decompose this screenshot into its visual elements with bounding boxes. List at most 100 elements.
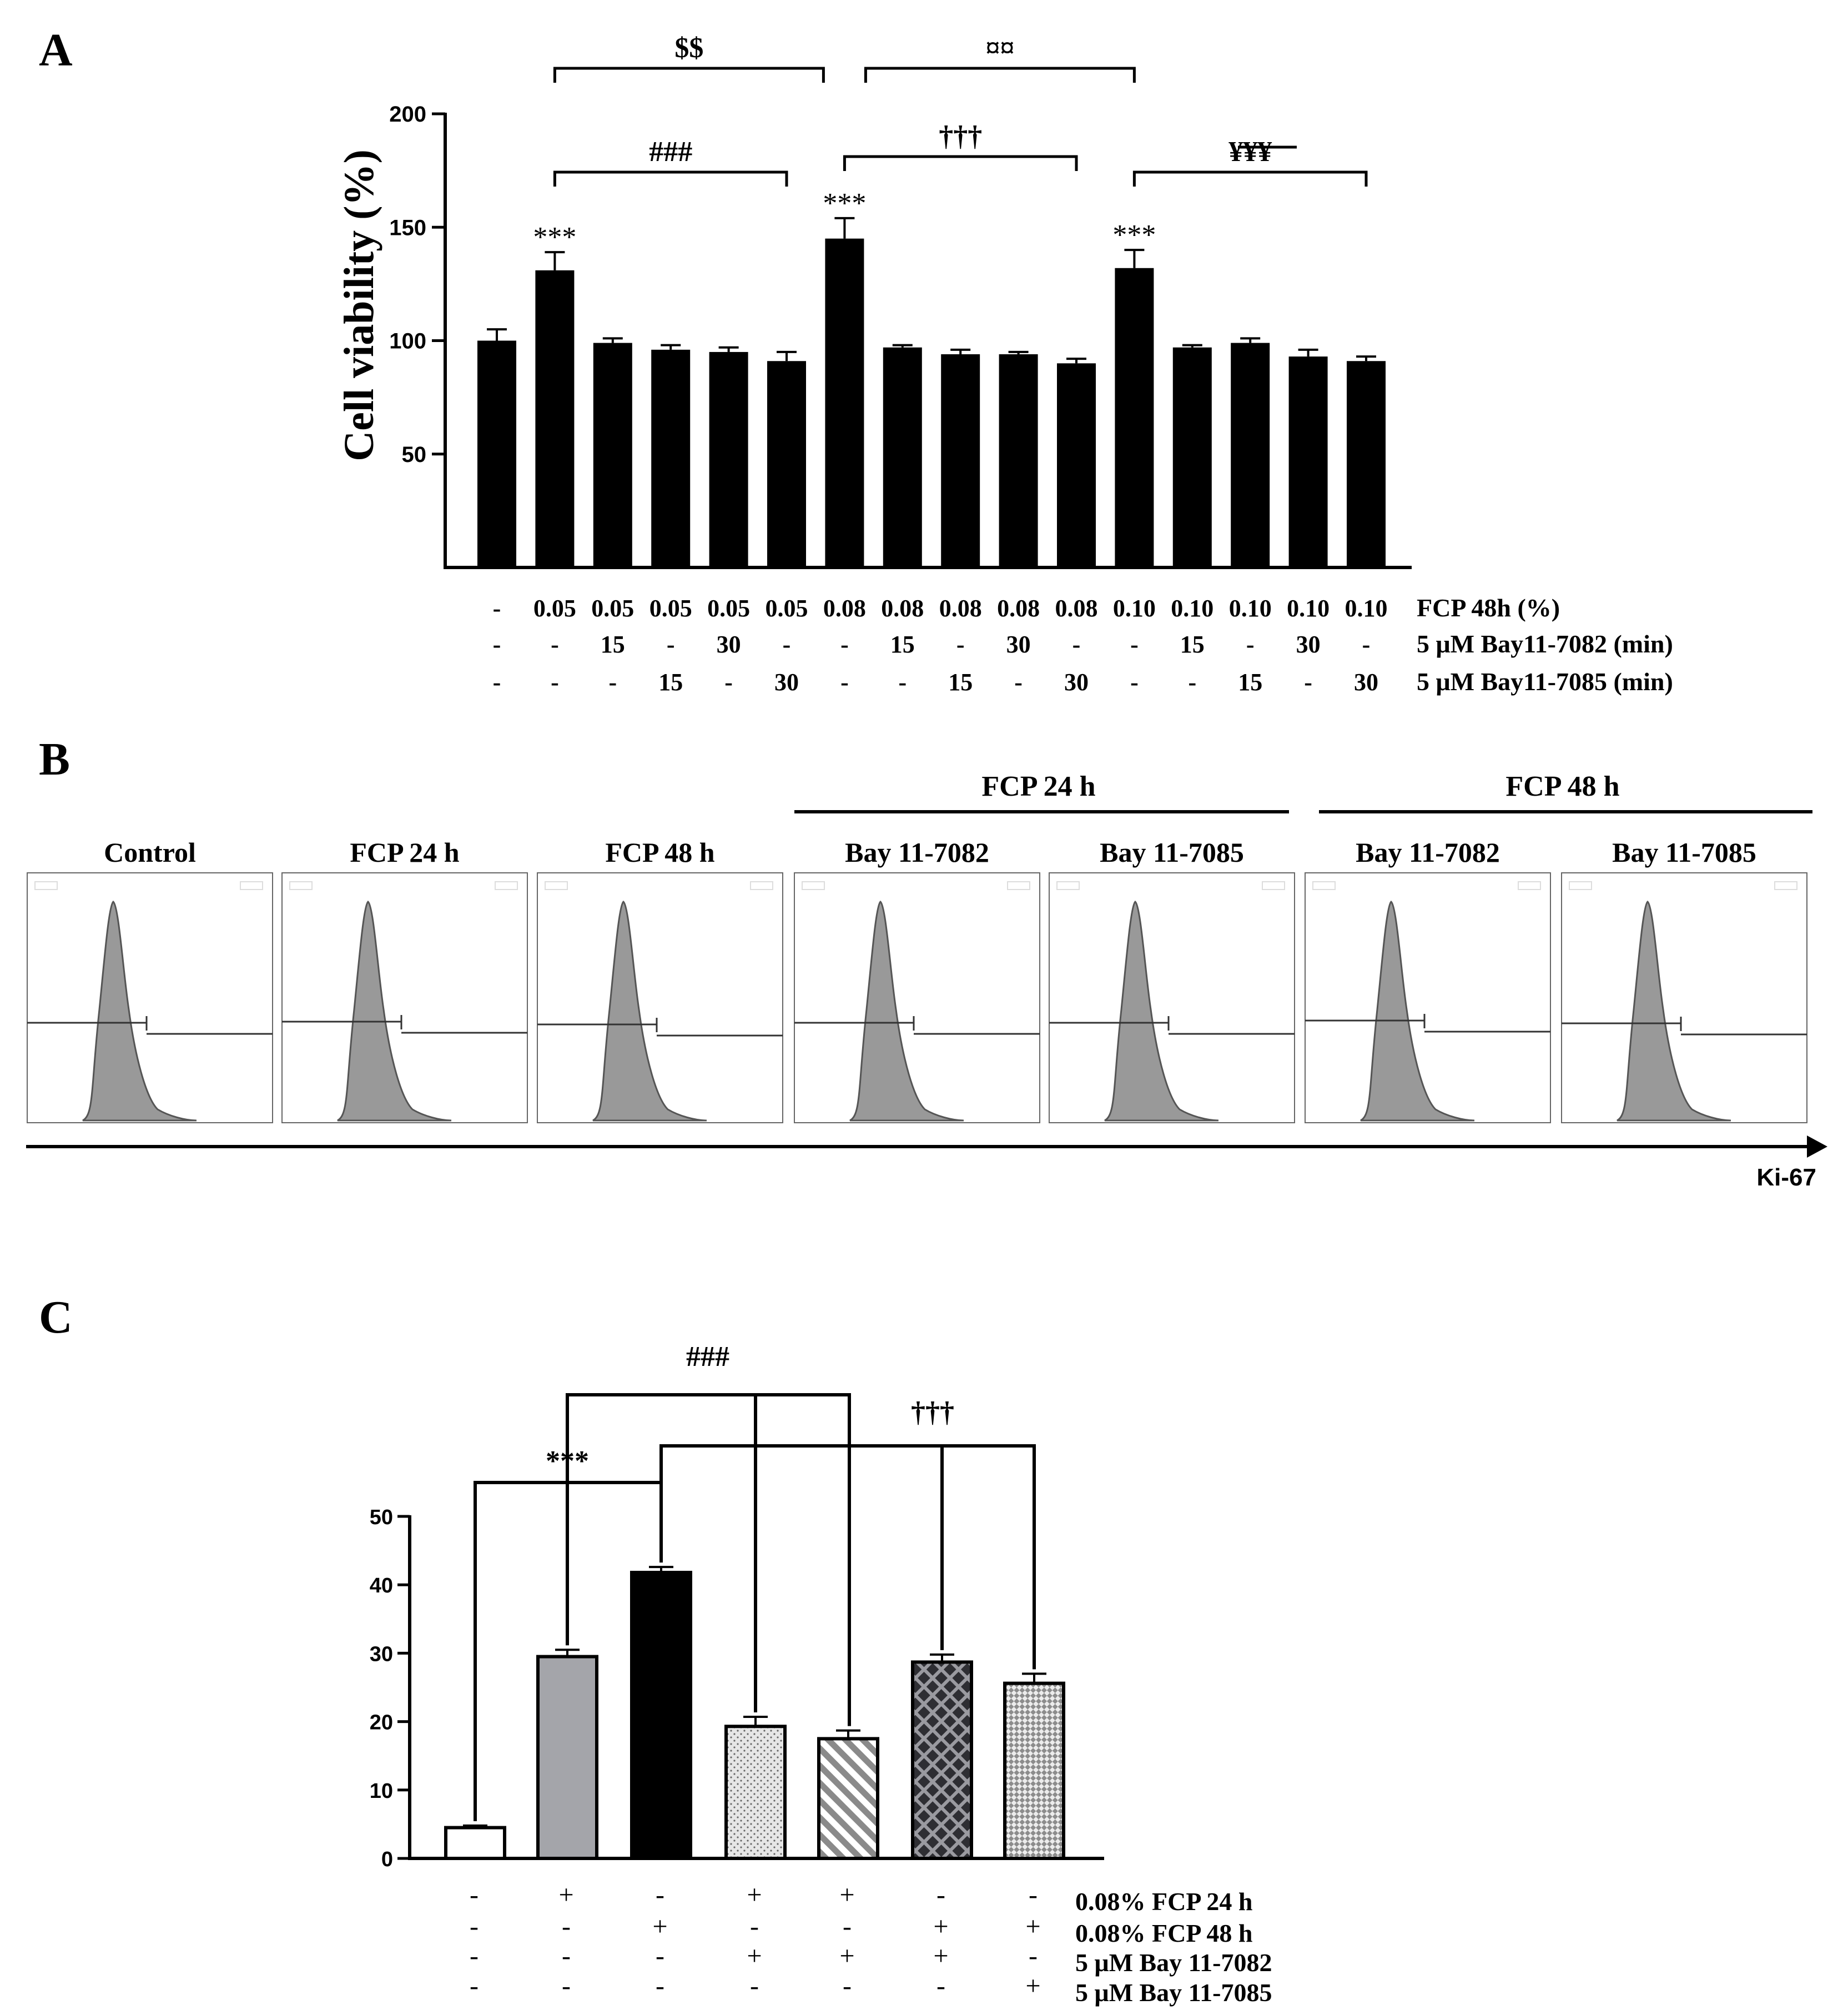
chart-a-table-cell: 30 bbox=[1296, 631, 1321, 658]
histogram-corner-box bbox=[1569, 881, 1592, 890]
chart-a-table-cell: 0.08 bbox=[823, 595, 866, 622]
chart-a-table-cell: - bbox=[956, 631, 965, 658]
chart-c-table-cell: - bbox=[656, 1941, 664, 1971]
histogram-title: Bay 11-7085 bbox=[1100, 837, 1244, 868]
chart-c-bar bbox=[630, 1571, 692, 1860]
chart-a-bar bbox=[477, 340, 516, 567]
chart-a-bracket bbox=[553, 67, 825, 83]
chart-c-table-cell: - bbox=[750, 1971, 759, 2001]
chart-c-bar bbox=[1003, 1681, 1065, 1860]
chart-c-bar bbox=[724, 1725, 787, 1861]
group-label-fcp24: FCP 24 h bbox=[981, 771, 1095, 802]
chart-a-bracket-label: $$ bbox=[674, 32, 703, 64]
chart-c-table-cell: + bbox=[558, 1880, 573, 1910]
chart-c-row-label: 5 μM Bay 11-7082 bbox=[1075, 1948, 1272, 1977]
chart-a-table-cell: 0.10 bbox=[1345, 595, 1388, 622]
histogram-title: Control bbox=[104, 837, 196, 868]
chart-a-bar bbox=[535, 270, 575, 567]
histogram-title: Bay 11-7082 bbox=[1356, 837, 1500, 868]
histogram-curve bbox=[82, 900, 197, 1122]
chart-c-table-cell: - bbox=[1029, 1880, 1038, 1910]
histogram-corner-box bbox=[240, 881, 263, 890]
chart-a-bar bbox=[709, 351, 748, 567]
panel-b-histograms: FCP 24 h FCP 48 h Ki-67 Control FCP 24 h F… bbox=[26, 771, 1827, 1191]
chart-a-bracket-label: ¥¥¥ bbox=[1228, 136, 1272, 168]
chart-c-bar bbox=[911, 1660, 973, 1861]
chart-a-table-cell: 15 bbox=[890, 631, 915, 658]
chart-c-table-cell: + bbox=[747, 1941, 762, 1971]
chart-a-bar bbox=[1231, 343, 1270, 567]
chart-a-table-cell: - bbox=[667, 631, 675, 658]
histogram-curve bbox=[1104, 900, 1219, 1122]
chart-a-bar bbox=[651, 349, 691, 567]
histogram-frame bbox=[281, 872, 528, 1123]
chart-a-bar bbox=[1288, 356, 1328, 567]
chart-a-table-cell: 15 bbox=[948, 669, 973, 696]
chart-c-table-cell: - bbox=[843, 1912, 852, 1941]
chart-a-table-cell: - bbox=[724, 669, 733, 696]
chart-c-table-cell: + bbox=[652, 1912, 667, 1941]
chart-a-row-label: FCP 48h (%) bbox=[1417, 594, 1560, 622]
chart-c-table-cell: - bbox=[936, 1971, 945, 2001]
chart-a-bar bbox=[767, 361, 806, 567]
chart-a-ytick-label: 200 bbox=[389, 102, 426, 127]
chart-c-bracket bbox=[659, 1444, 1036, 1670]
chart-a-table-cell: - bbox=[840, 631, 849, 658]
chart-c-table-cell: + bbox=[747, 1880, 762, 1910]
histogram-curve bbox=[337, 900, 452, 1122]
chart-c-ytick-label: 40 bbox=[370, 1574, 393, 1597]
chart-a-table-cell: - bbox=[1072, 631, 1081, 658]
chart-a-table-cell: - bbox=[840, 669, 849, 696]
chart-c-bar bbox=[536, 1655, 598, 1861]
chart-a-table-cell: 15 bbox=[1238, 669, 1262, 696]
chart-a-ylabel: Cell viability (%) bbox=[336, 149, 382, 461]
chart-a-ytick-label: 100 bbox=[389, 329, 426, 354]
chart-a-table-cell: - bbox=[1246, 631, 1255, 658]
chart-a-table-cell: 0.05 bbox=[766, 595, 808, 622]
panel-label-b: B bbox=[39, 733, 70, 785]
chart-a-table-cell: - bbox=[551, 669, 559, 696]
chart-a-bar bbox=[1115, 268, 1154, 567]
chart-a-table-cell: - bbox=[1130, 631, 1139, 658]
chart-a-table-cell: 30 bbox=[1354, 669, 1378, 696]
chart-a-table-cell: - bbox=[1304, 669, 1312, 696]
chart-a-table-cell: 30 bbox=[1006, 631, 1031, 658]
histogram-frame bbox=[794, 872, 1040, 1123]
chart-a-table-cell: 30 bbox=[717, 631, 741, 658]
histogram-curve bbox=[1617, 900, 1731, 1122]
histogram-frame bbox=[1305, 872, 1551, 1123]
histogram-title: Bay 11-7082 bbox=[845, 837, 989, 868]
chart-c-table-cell: - bbox=[1029, 1941, 1038, 1971]
chart-a-bracket bbox=[864, 67, 1136, 83]
histogram-corner-box bbox=[495, 881, 518, 890]
chart-a-bracket-label: ††† bbox=[939, 120, 982, 152]
chart-a-table-cell: 0.08 bbox=[997, 595, 1040, 622]
histogram-frame bbox=[537, 872, 783, 1123]
chart-a-table-cell: - bbox=[1362, 631, 1371, 658]
chart-c-table-cell: - bbox=[562, 1912, 571, 1941]
chart-a-row-label: 5 μM Bay11-7085 (min) bbox=[1417, 667, 1673, 696]
chart-c-ytick-label: 30 bbox=[370, 1642, 393, 1666]
chart-c-table-cell: + bbox=[839, 1880, 854, 1910]
ki67-axis-arrow-icon bbox=[1807, 1135, 1827, 1158]
chart-c-table-cell: - bbox=[562, 1941, 571, 1971]
chart-c-row-label: 5 μM Bay 11-7085 bbox=[1075, 1978, 1272, 2007]
panel-label-c: C bbox=[39, 1292, 73, 1343]
chart-a-bracket-label: ¤¤ bbox=[985, 32, 1014, 64]
chart-a-table-cell: - bbox=[1130, 669, 1139, 696]
chart-a-significance-stars: *** bbox=[533, 222, 576, 253]
chart-c-table-cell: - bbox=[843, 1971, 852, 2001]
histogram-curve bbox=[592, 900, 707, 1122]
panel-label-a: A bbox=[39, 24, 73, 76]
chart-a-table-cell: - bbox=[493, 595, 501, 622]
chart-a-bracket bbox=[553, 170, 788, 187]
chart-c-bracket-label: ††† bbox=[911, 1396, 954, 1428]
chart-c-row-label: 0.08% FCP 48 h bbox=[1075, 1919, 1252, 1947]
chart-c-table-cell: - bbox=[656, 1880, 664, 1910]
chart-c-table-cell: - bbox=[470, 1971, 479, 2001]
chart-a-bar bbox=[999, 354, 1038, 567]
chart-c-table-cell: + bbox=[933, 1941, 948, 1971]
chart-a-table-cell: 0.10 bbox=[1171, 595, 1213, 622]
